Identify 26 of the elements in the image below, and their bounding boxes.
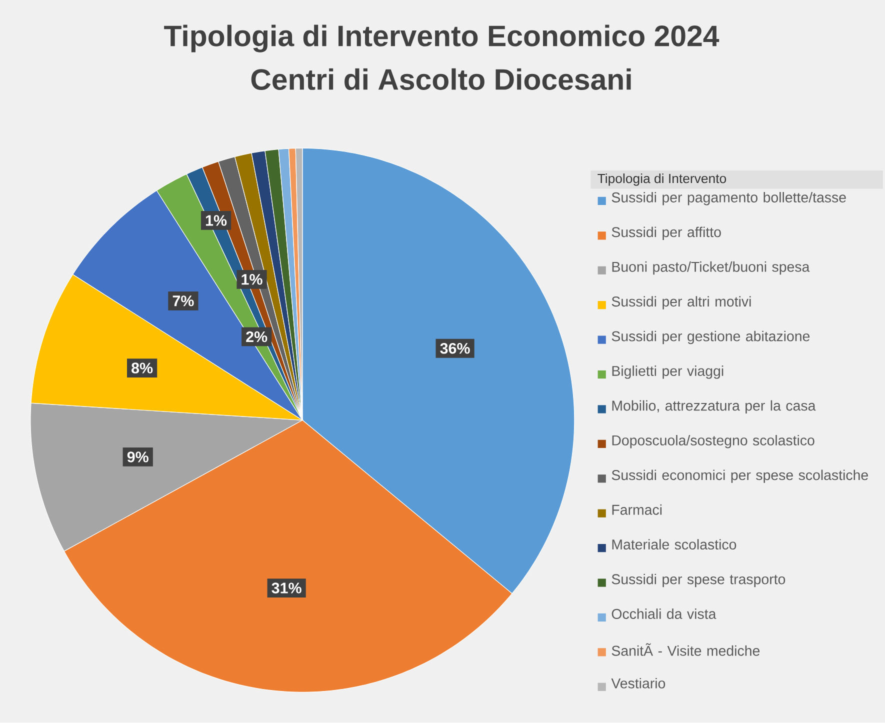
legend-label: Sussidi per pagamento bollette/tasse <box>612 192 846 206</box>
legend-label: Vestiario <box>611 678 666 689</box>
legend-label: Doposcuola/sostegno scolastico <box>612 435 814 448</box>
legend-label: Mobilio, attrezzatura per la casa <box>612 400 816 414</box>
data-label: 9% <box>127 452 148 463</box>
legend-label: Sussidi per spese trasporto <box>612 574 786 588</box>
legend-label: SanitÃ - Visite mediche <box>612 643 760 656</box>
data-label: 1% <box>242 274 262 285</box>
legend-label: Occhiali da vista <box>612 608 716 620</box>
legend-title: Tipologia di Intervento <box>598 174 726 186</box>
legend-label: Sussidi economici per spese scolastiche <box>612 470 868 484</box>
legend-label: Sussidi per altri motivi <box>612 296 751 310</box>
data-label: 7% <box>172 296 194 306</box>
data-label: 8% <box>132 362 153 374</box>
legend-label: Sussidi per gestione abitazione <box>612 331 810 344</box>
legend-label: Farmaci <box>612 504 662 516</box>
data-label: 31% <box>272 582 302 594</box>
legend-label: Materiale scolastico <box>612 539 736 550</box>
data-label: 36% <box>440 343 470 354</box>
legend-label: Buoni pasto/Ticket/buoni spesa <box>612 262 810 275</box>
chart-title: Tipologia di Intervento Economico 2024 <box>164 24 720 53</box>
data-label: 1% <box>206 215 227 226</box>
data-label: 2% <box>246 332 268 342</box>
legend-label: Biglietti per viaggi <box>612 366 724 379</box>
legend-label: Sussidi per affitto <box>612 226 721 240</box>
chart-subtitle: Centri di Ascolto Diocesani <box>251 68 631 90</box>
